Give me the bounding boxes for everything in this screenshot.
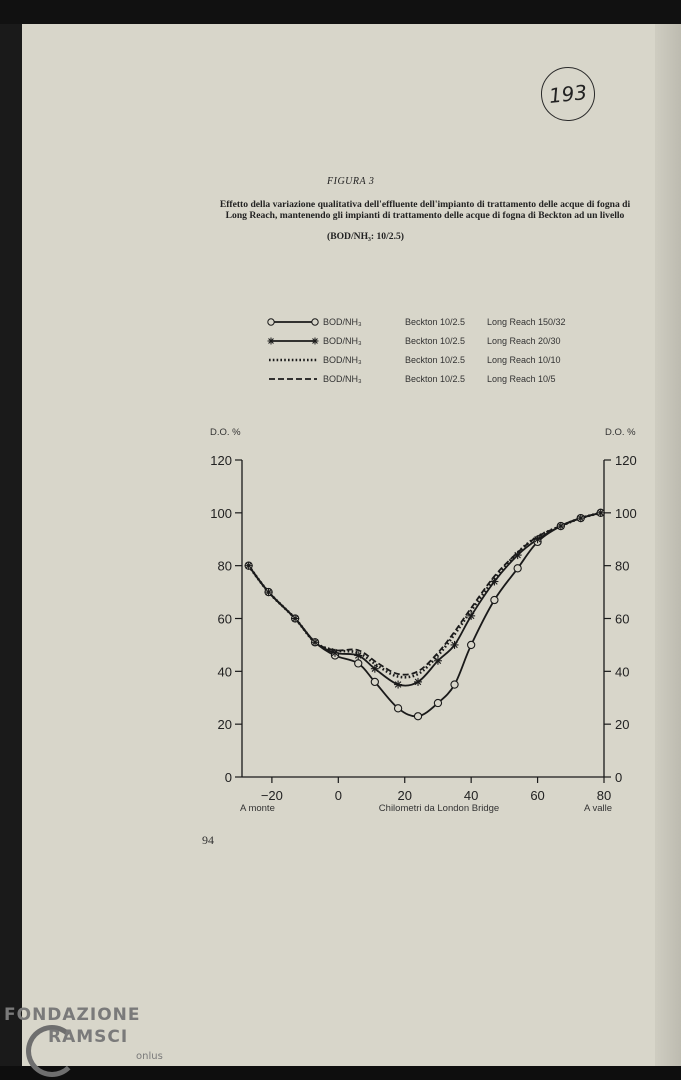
star-line-icon	[267, 337, 319, 345]
series-line-star-solid	[247, 511, 601, 687]
page-edge-shadow	[655, 24, 681, 1066]
y-tick-label-right: 20	[615, 717, 629, 732]
data-point-star	[244, 561, 253, 570]
legend-beckton: Beckton 10/2.5	[405, 374, 466, 384]
caption-line-2: Long Reach, mantenendo gli impianti di t…	[225, 210, 625, 221]
logo-line-2: RAMSCI	[48, 1027, 129, 1047]
data-point-star	[596, 508, 605, 517]
data-point-star	[576, 514, 585, 523]
data-point-star	[433, 656, 442, 665]
chart-legend: BOD/NH₃ Beckton 10/2.5 Long Reach 150/32…	[265, 314, 605, 394]
fondazione-gramsci-logo: FONDAZIONE RAMSCI onlus	[4, 1005, 174, 1077]
chart-series	[247, 511, 602, 718]
x-tick-label: 20	[397, 788, 411, 803]
data-point-circle	[433, 698, 443, 708]
y-tick-label-left: 40	[218, 664, 232, 679]
x-note-downstream: A valle	[584, 803, 612, 814]
y-tick-label-left: 120	[210, 453, 232, 468]
y-tick-label-left: 0	[225, 770, 232, 785]
data-point-star	[513, 551, 522, 560]
data-point-star	[394, 680, 403, 689]
x-tick-label: 80	[597, 788, 611, 803]
document-page	[22, 24, 676, 1066]
data-point-star	[291, 614, 300, 623]
data-point-circle	[513, 564, 522, 573]
y-tick-label-right: 40	[615, 664, 629, 679]
y-tick-label-right: 120	[615, 453, 637, 468]
data-point-circle	[490, 595, 499, 605]
legend-long-reach: Long Reach 10/5	[487, 374, 556, 384]
series-line-dotted	[247, 511, 602, 679]
y-tick-label-left: 60	[218, 612, 232, 627]
scan-bottom-border	[0, 1066, 681, 1080]
x-note-upstream: A monte	[240, 803, 275, 814]
caption-line-1: Effetto della variazione qualitativa del…	[219, 199, 631, 210]
y-tick-label-right: 60	[615, 612, 629, 627]
data-point-star	[490, 577, 499, 586]
legend-entry: BOD/NH₃ Beckton 10/2.5 Long Reach 150/32	[265, 314, 605, 330]
data-point-circle	[413, 712, 423, 721]
legend-long-reach: Long Reach 150/32	[487, 317, 566, 327]
x-tick-label: 60	[530, 788, 544, 803]
legend-ratio: BOD/NH₃	[323, 336, 362, 346]
data-point-circle	[370, 677, 379, 687]
y-tick-label-right: 0	[615, 770, 622, 785]
y-tick-label-left: 80	[218, 559, 232, 574]
legend-long-reach: Long Reach 20/30	[487, 336, 561, 346]
legend-beckton: Beckton 10/2.5	[405, 317, 466, 327]
legend-beckton: Beckton 10/2.5	[405, 336, 466, 346]
y-axis-label-right: D.O. %	[605, 427, 636, 438]
legend-entry: BOD/NH₃ Beckton 10/2.5 Long Reach 10/5	[265, 371, 605, 387]
series-line-dashed	[247, 511, 601, 676]
do-chart: 0 0 20 20 40 40 60 60 80 80 100 100 120 120 −20 0 20 40 60…	[210, 427, 637, 814]
dashed-line-icon	[269, 378, 317, 380]
legend-entry: BOD/NH₃ Beckton 10/2.5 Long Reach 20/30	[265, 333, 605, 349]
legend-ratio: BOD/NH₃	[323, 355, 362, 365]
data-point-star	[370, 664, 379, 673]
x-tick-label: 40	[464, 788, 478, 803]
chart-markers	[244, 508, 605, 721]
data-point-star	[311, 638, 320, 647]
legend-beckton: Beckton 10/2.5	[405, 355, 466, 365]
figure-label: FIGURA 3	[327, 176, 375, 187]
logo-g-mark	[26, 1025, 78, 1077]
data-point-star	[556, 522, 565, 531]
legend-entry: BOD/NH₃ Beckton 10/2.5 Long Reach 10/10	[265, 352, 605, 368]
x-tick-label: 0	[335, 788, 342, 803]
y-tick-label-right: 80	[615, 559, 629, 574]
y-axis-label-left: D.O. %	[210, 427, 241, 438]
legend-ratio: BOD/NH₃	[323, 317, 362, 327]
data-point-star	[330, 648, 339, 657]
x-axis-label: Chilometri da London Bridge	[379, 803, 499, 814]
data-point-circle	[354, 659, 363, 668]
data-point-circle	[450, 680, 459, 689]
dotted-line-icon	[269, 358, 317, 362]
logo-line-1: FONDAZIONE	[4, 1005, 141, 1025]
x-tick-label: −20	[261, 788, 283, 803]
data-point-star	[450, 640, 459, 649]
y-tick-label-left: 20	[218, 717, 232, 732]
data-point-star	[264, 588, 273, 597]
caption-line-3: (BOD/NH₃: 10/2.5)	[327, 231, 404, 242]
series-line-circle-solid	[247, 511, 601, 718]
page-number: 94	[202, 833, 214, 847]
logo-line-3: onlus	[136, 1051, 163, 1062]
data-point-star	[414, 677, 423, 686]
chart-axes: 0 0 20 20 40 40 60 60 80 80 100 100 120 120 −20 0 20 40 60…	[210, 427, 637, 814]
scan-top-border	[0, 0, 681, 24]
data-point-circle	[393, 704, 403, 713]
data-point-star	[467, 611, 476, 620]
data-point-star	[533, 535, 542, 544]
legend-long-reach: Long Reach 10/10	[487, 355, 561, 365]
y-tick-label-right: 100	[615, 506, 637, 521]
y-tick-label-left: 100	[210, 506, 232, 521]
legend-ratio: BOD/NH₃	[323, 374, 362, 384]
data-point-star	[354, 651, 363, 660]
data-point-circle	[467, 640, 476, 650]
circle-line-icon	[267, 318, 319, 326]
